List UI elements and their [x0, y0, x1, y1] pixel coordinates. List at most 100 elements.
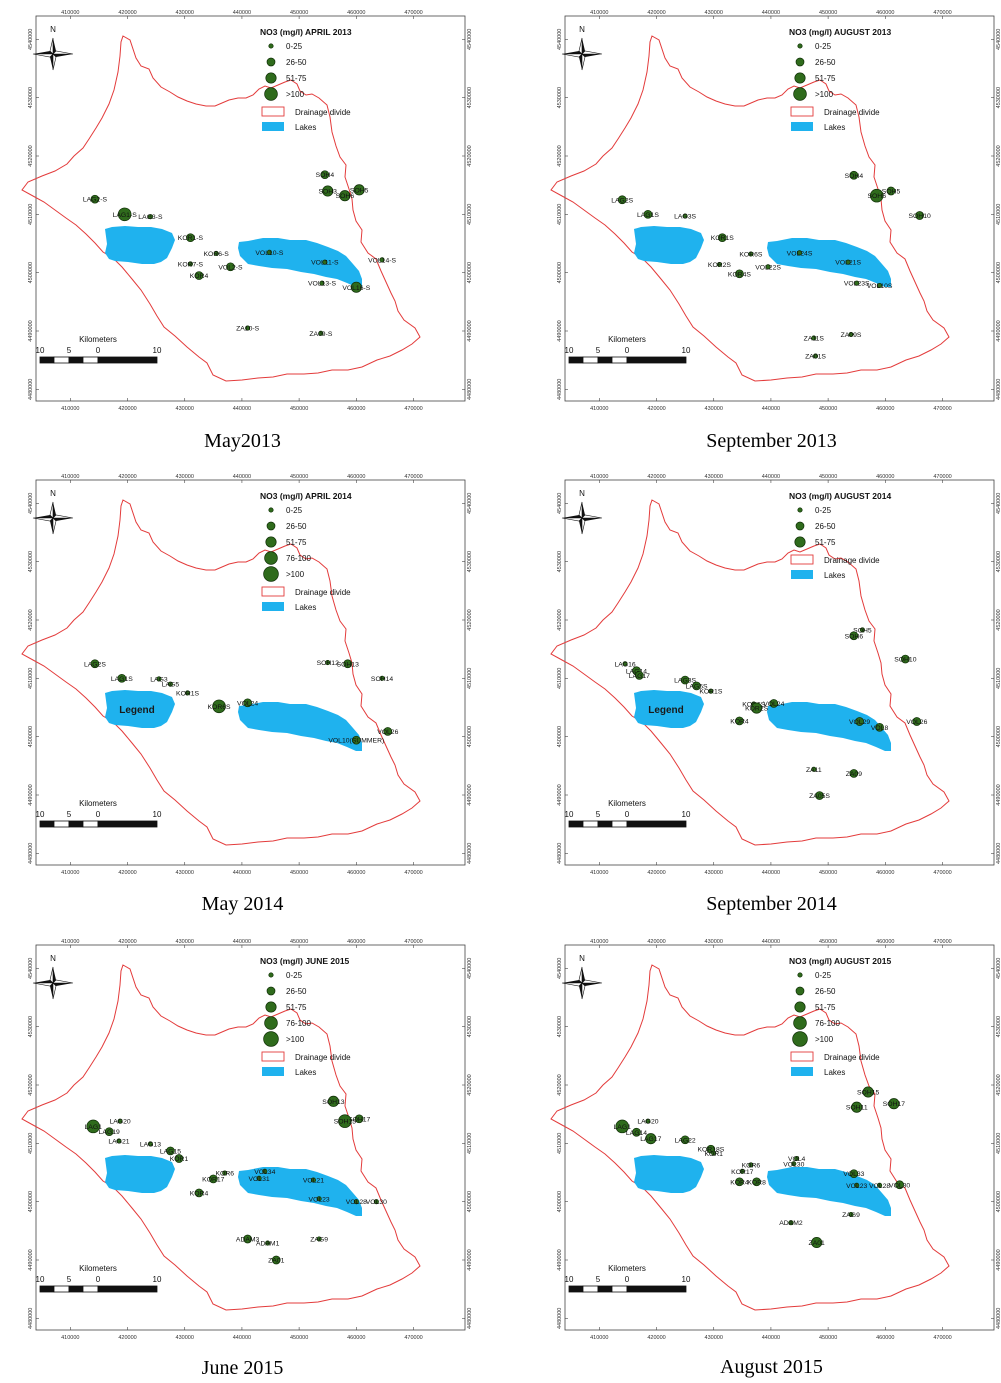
station-marker[interactable]: [316, 1236, 322, 1242]
station-marker[interactable]: [794, 1155, 800, 1162]
station-marker[interactable]: [90, 194, 100, 204]
station-marker[interactable]: [796, 250, 803, 256]
station-marker[interactable]: [243, 698, 252, 708]
station-marker[interactable]: [716, 261, 722, 268]
station-marker[interactable]: [156, 676, 162, 682]
station-marker[interactable]: [854, 280, 860, 286]
station-marker[interactable]: [174, 1154, 184, 1163]
station-marker[interactable]: [338, 1114, 352, 1128]
station-marker[interactable]: [751, 702, 763, 714]
station-marker[interactable]: [748, 1162, 754, 1168]
station-marker[interactable]: [194, 271, 204, 280]
station-marker[interactable]: [116, 1138, 122, 1144]
station-marker[interactable]: [645, 1118, 651, 1124]
station-marker[interactable]: [811, 335, 817, 341]
station-marker[interactable]: [854, 1182, 860, 1188]
station-marker[interactable]: [343, 659, 353, 669]
station-marker[interactable]: [900, 654, 910, 664]
station-marker[interactable]: [848, 1211, 854, 1218]
station-marker[interactable]: [245, 325, 251, 331]
station-marker[interactable]: [875, 722, 884, 732]
station-marker[interactable]: [353, 1199, 359, 1205]
station-marker[interactable]: [849, 1169, 859, 1179]
station-marker[interactable]: [322, 185, 334, 197]
station-marker[interactable]: [735, 1177, 744, 1187]
station-marker[interactable]: [791, 1161, 797, 1167]
station-marker[interactable]: [708, 688, 714, 694]
station-marker[interactable]: [635, 671, 644, 680]
station-marker[interactable]: [320, 170, 330, 180]
station-marker[interactable]: [147, 214, 153, 220]
station-marker[interactable]: [117, 1118, 123, 1124]
station-marker[interactable]: [680, 675, 690, 685]
station-marker[interactable]: [735, 716, 744, 726]
station-marker[interactable]: [147, 1141, 153, 1147]
station-marker[interactable]: [212, 699, 226, 714]
station-marker[interactable]: [373, 1199, 379, 1205]
station-marker[interactable]: [194, 1188, 204, 1198]
station-marker[interactable]: [765, 264, 771, 270]
station-marker[interactable]: [186, 233, 195, 243]
station-marker[interactable]: [617, 195, 627, 205]
station-marker[interactable]: [855, 717, 864, 726]
station-marker[interactable]: [748, 251, 754, 257]
station-marker[interactable]: [811, 766, 817, 772]
station-marker[interactable]: [739, 1168, 745, 1174]
station-marker[interactable]: [86, 1119, 100, 1134]
station-marker[interactable]: [243, 1234, 252, 1244]
station-marker[interactable]: [316, 1196, 322, 1202]
station-marker[interactable]: [265, 1240, 271, 1246]
station-marker[interactable]: [615, 1119, 629, 1134]
station-marker[interactable]: [350, 281, 362, 293]
station-marker[interactable]: [912, 717, 922, 726]
station-marker[interactable]: [262, 1168, 268, 1174]
station-marker[interactable]: [812, 353, 819, 359]
station-marker[interactable]: [752, 1177, 761, 1187]
station-marker[interactable]: [869, 188, 884, 203]
station-marker[interactable]: [711, 1150, 717, 1156]
station-marker[interactable]: [327, 1095, 339, 1107]
station-marker[interactable]: [226, 262, 235, 272]
station-marker[interactable]: [895, 1180, 904, 1190]
station-marker[interactable]: [848, 331, 854, 338]
station-marker[interactable]: [222, 1170, 228, 1176]
station-marker[interactable]: [117, 673, 127, 683]
station-marker[interactable]: [271, 1255, 281, 1265]
station-marker[interactable]: [90, 659, 100, 669]
station-marker[interactable]: [167, 681, 173, 687]
station-marker[interactable]: [645, 1133, 657, 1145]
station-marker[interactable]: [632, 1127, 641, 1137]
station-marker[interactable]: [383, 727, 393, 736]
station-marker[interactable]: [354, 1114, 364, 1124]
station-marker[interactable]: [680, 1135, 690, 1145]
station-marker[interactable]: [788, 1220, 794, 1226]
station-marker[interactable]: [692, 681, 701, 691]
station-marker[interactable]: [815, 791, 824, 800]
station-marker[interactable]: [353, 184, 365, 196]
station-marker[interactable]: [888, 1098, 900, 1110]
station-marker[interactable]: [622, 661, 628, 667]
station-marker[interactable]: [886, 186, 896, 196]
station-marker[interactable]: [845, 259, 851, 265]
station-marker[interactable]: [117, 207, 132, 222]
station-marker[interactable]: [187, 261, 193, 267]
station-marker[interactable]: [877, 282, 883, 289]
station-marker[interactable]: [322, 259, 328, 265]
station-marker[interactable]: [256, 1175, 262, 1181]
station-marker[interactable]: [208, 1174, 218, 1184]
station-marker[interactable]: [351, 735, 361, 745]
station-marker[interactable]: [851, 1101, 863, 1113]
station-marker[interactable]: [862, 1086, 874, 1098]
station-marker[interactable]: [379, 257, 385, 263]
station-marker[interactable]: [325, 660, 331, 666]
station-marker[interactable]: [266, 249, 272, 255]
station-marker[interactable]: [379, 675, 385, 681]
station-marker[interactable]: [185, 690, 191, 696]
station-marker[interactable]: [318, 330, 324, 336]
station-marker[interactable]: [849, 769, 859, 778]
station-marker[interactable]: [859, 627, 865, 633]
station-marker[interactable]: [811, 1236, 823, 1249]
station-marker[interactable]: [735, 269, 744, 279]
station-marker[interactable]: [339, 190, 351, 202]
station-marker[interactable]: [166, 1146, 175, 1156]
